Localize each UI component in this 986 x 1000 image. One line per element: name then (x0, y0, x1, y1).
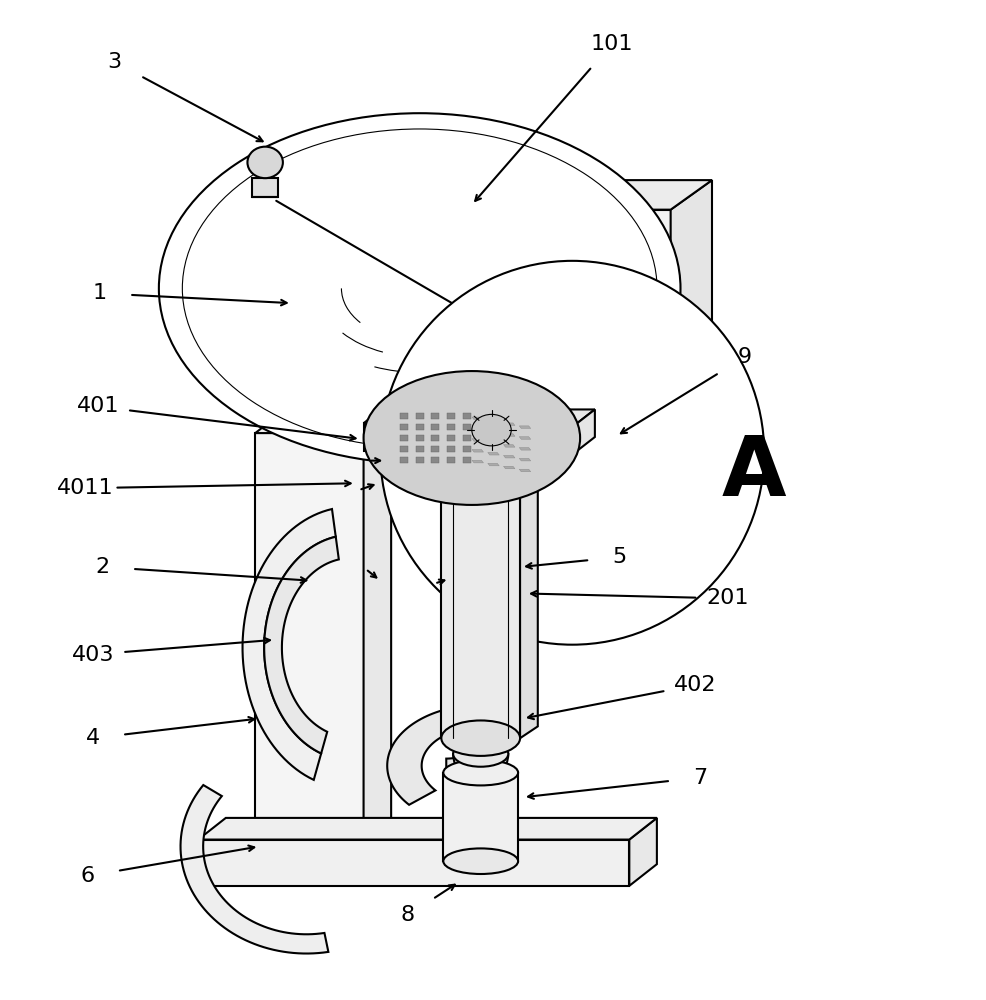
Bar (462, 446, 470, 452)
Polygon shape (519, 448, 530, 450)
Text: 101: 101 (590, 34, 632, 54)
Polygon shape (577, 180, 711, 210)
Ellipse shape (380, 261, 763, 645)
Ellipse shape (443, 848, 518, 874)
Ellipse shape (453, 741, 508, 767)
Polygon shape (519, 426, 530, 428)
Polygon shape (255, 433, 363, 856)
Polygon shape (487, 463, 499, 466)
Polygon shape (487, 420, 499, 423)
Polygon shape (503, 423, 515, 425)
Bar (415, 435, 423, 441)
Text: 402: 402 (673, 675, 716, 695)
Bar (415, 424, 423, 430)
Bar (447, 413, 455, 419)
Bar (447, 457, 455, 463)
Ellipse shape (441, 420, 537, 460)
Polygon shape (503, 434, 515, 436)
Text: A: A (722, 432, 786, 513)
Polygon shape (669, 180, 711, 515)
Text: 9: 9 (737, 347, 750, 367)
Bar (447, 446, 455, 452)
Polygon shape (471, 450, 483, 452)
Polygon shape (471, 417, 483, 420)
Bar (399, 457, 407, 463)
Polygon shape (487, 431, 499, 433)
Ellipse shape (159, 113, 679, 464)
Polygon shape (577, 409, 595, 451)
Bar (431, 424, 439, 430)
Polygon shape (471, 460, 483, 463)
Text: 4: 4 (86, 728, 100, 748)
Bar (399, 446, 407, 452)
Text: 2: 2 (96, 557, 109, 577)
Polygon shape (387, 705, 480, 805)
Bar (431, 413, 439, 419)
Ellipse shape (247, 147, 283, 178)
Polygon shape (519, 469, 530, 472)
Polygon shape (446, 702, 507, 776)
Polygon shape (441, 446, 520, 738)
Text: 3: 3 (107, 52, 121, 72)
Polygon shape (198, 818, 657, 840)
Polygon shape (180, 785, 328, 954)
Bar (431, 435, 439, 441)
Polygon shape (577, 210, 669, 515)
Bar (462, 435, 470, 441)
Polygon shape (520, 434, 537, 738)
Bar (415, 457, 423, 463)
Ellipse shape (471, 414, 511, 446)
Polygon shape (255, 411, 390, 433)
Bar (399, 424, 407, 430)
Bar (399, 435, 407, 441)
Bar (415, 413, 423, 419)
Polygon shape (363, 409, 595, 423)
Bar (415, 446, 423, 452)
Bar (399, 413, 407, 419)
Text: 5: 5 (611, 547, 626, 567)
Polygon shape (519, 458, 530, 461)
Polygon shape (487, 442, 499, 444)
Polygon shape (487, 452, 499, 455)
Bar (462, 424, 470, 430)
Polygon shape (471, 428, 483, 430)
Polygon shape (503, 455, 515, 458)
Polygon shape (503, 466, 515, 469)
Polygon shape (243, 509, 335, 780)
Bar (462, 457, 470, 463)
Polygon shape (443, 773, 518, 861)
Wedge shape (453, 754, 508, 781)
Polygon shape (503, 445, 515, 447)
Polygon shape (363, 423, 577, 451)
Text: 403: 403 (72, 645, 114, 665)
Bar (462, 413, 470, 419)
Bar (447, 424, 455, 430)
Ellipse shape (363, 371, 580, 505)
Text: 1: 1 (93, 283, 106, 303)
Polygon shape (252, 178, 278, 197)
Polygon shape (629, 818, 657, 886)
Text: 8: 8 (400, 905, 414, 925)
Text: 7: 7 (692, 768, 707, 788)
Polygon shape (468, 754, 492, 772)
Ellipse shape (443, 760, 518, 785)
Bar (431, 457, 439, 463)
Text: 401: 401 (77, 396, 119, 416)
Text: 6: 6 (81, 866, 95, 886)
Ellipse shape (182, 129, 657, 448)
Polygon shape (519, 437, 530, 439)
Polygon shape (264, 537, 338, 753)
Text: 201: 201 (706, 588, 748, 608)
Polygon shape (363, 411, 390, 856)
Bar (431, 446, 439, 452)
Ellipse shape (441, 720, 520, 756)
Polygon shape (471, 439, 483, 441)
Text: 4011: 4011 (56, 478, 113, 498)
Bar (447, 435, 455, 441)
Polygon shape (198, 840, 629, 886)
